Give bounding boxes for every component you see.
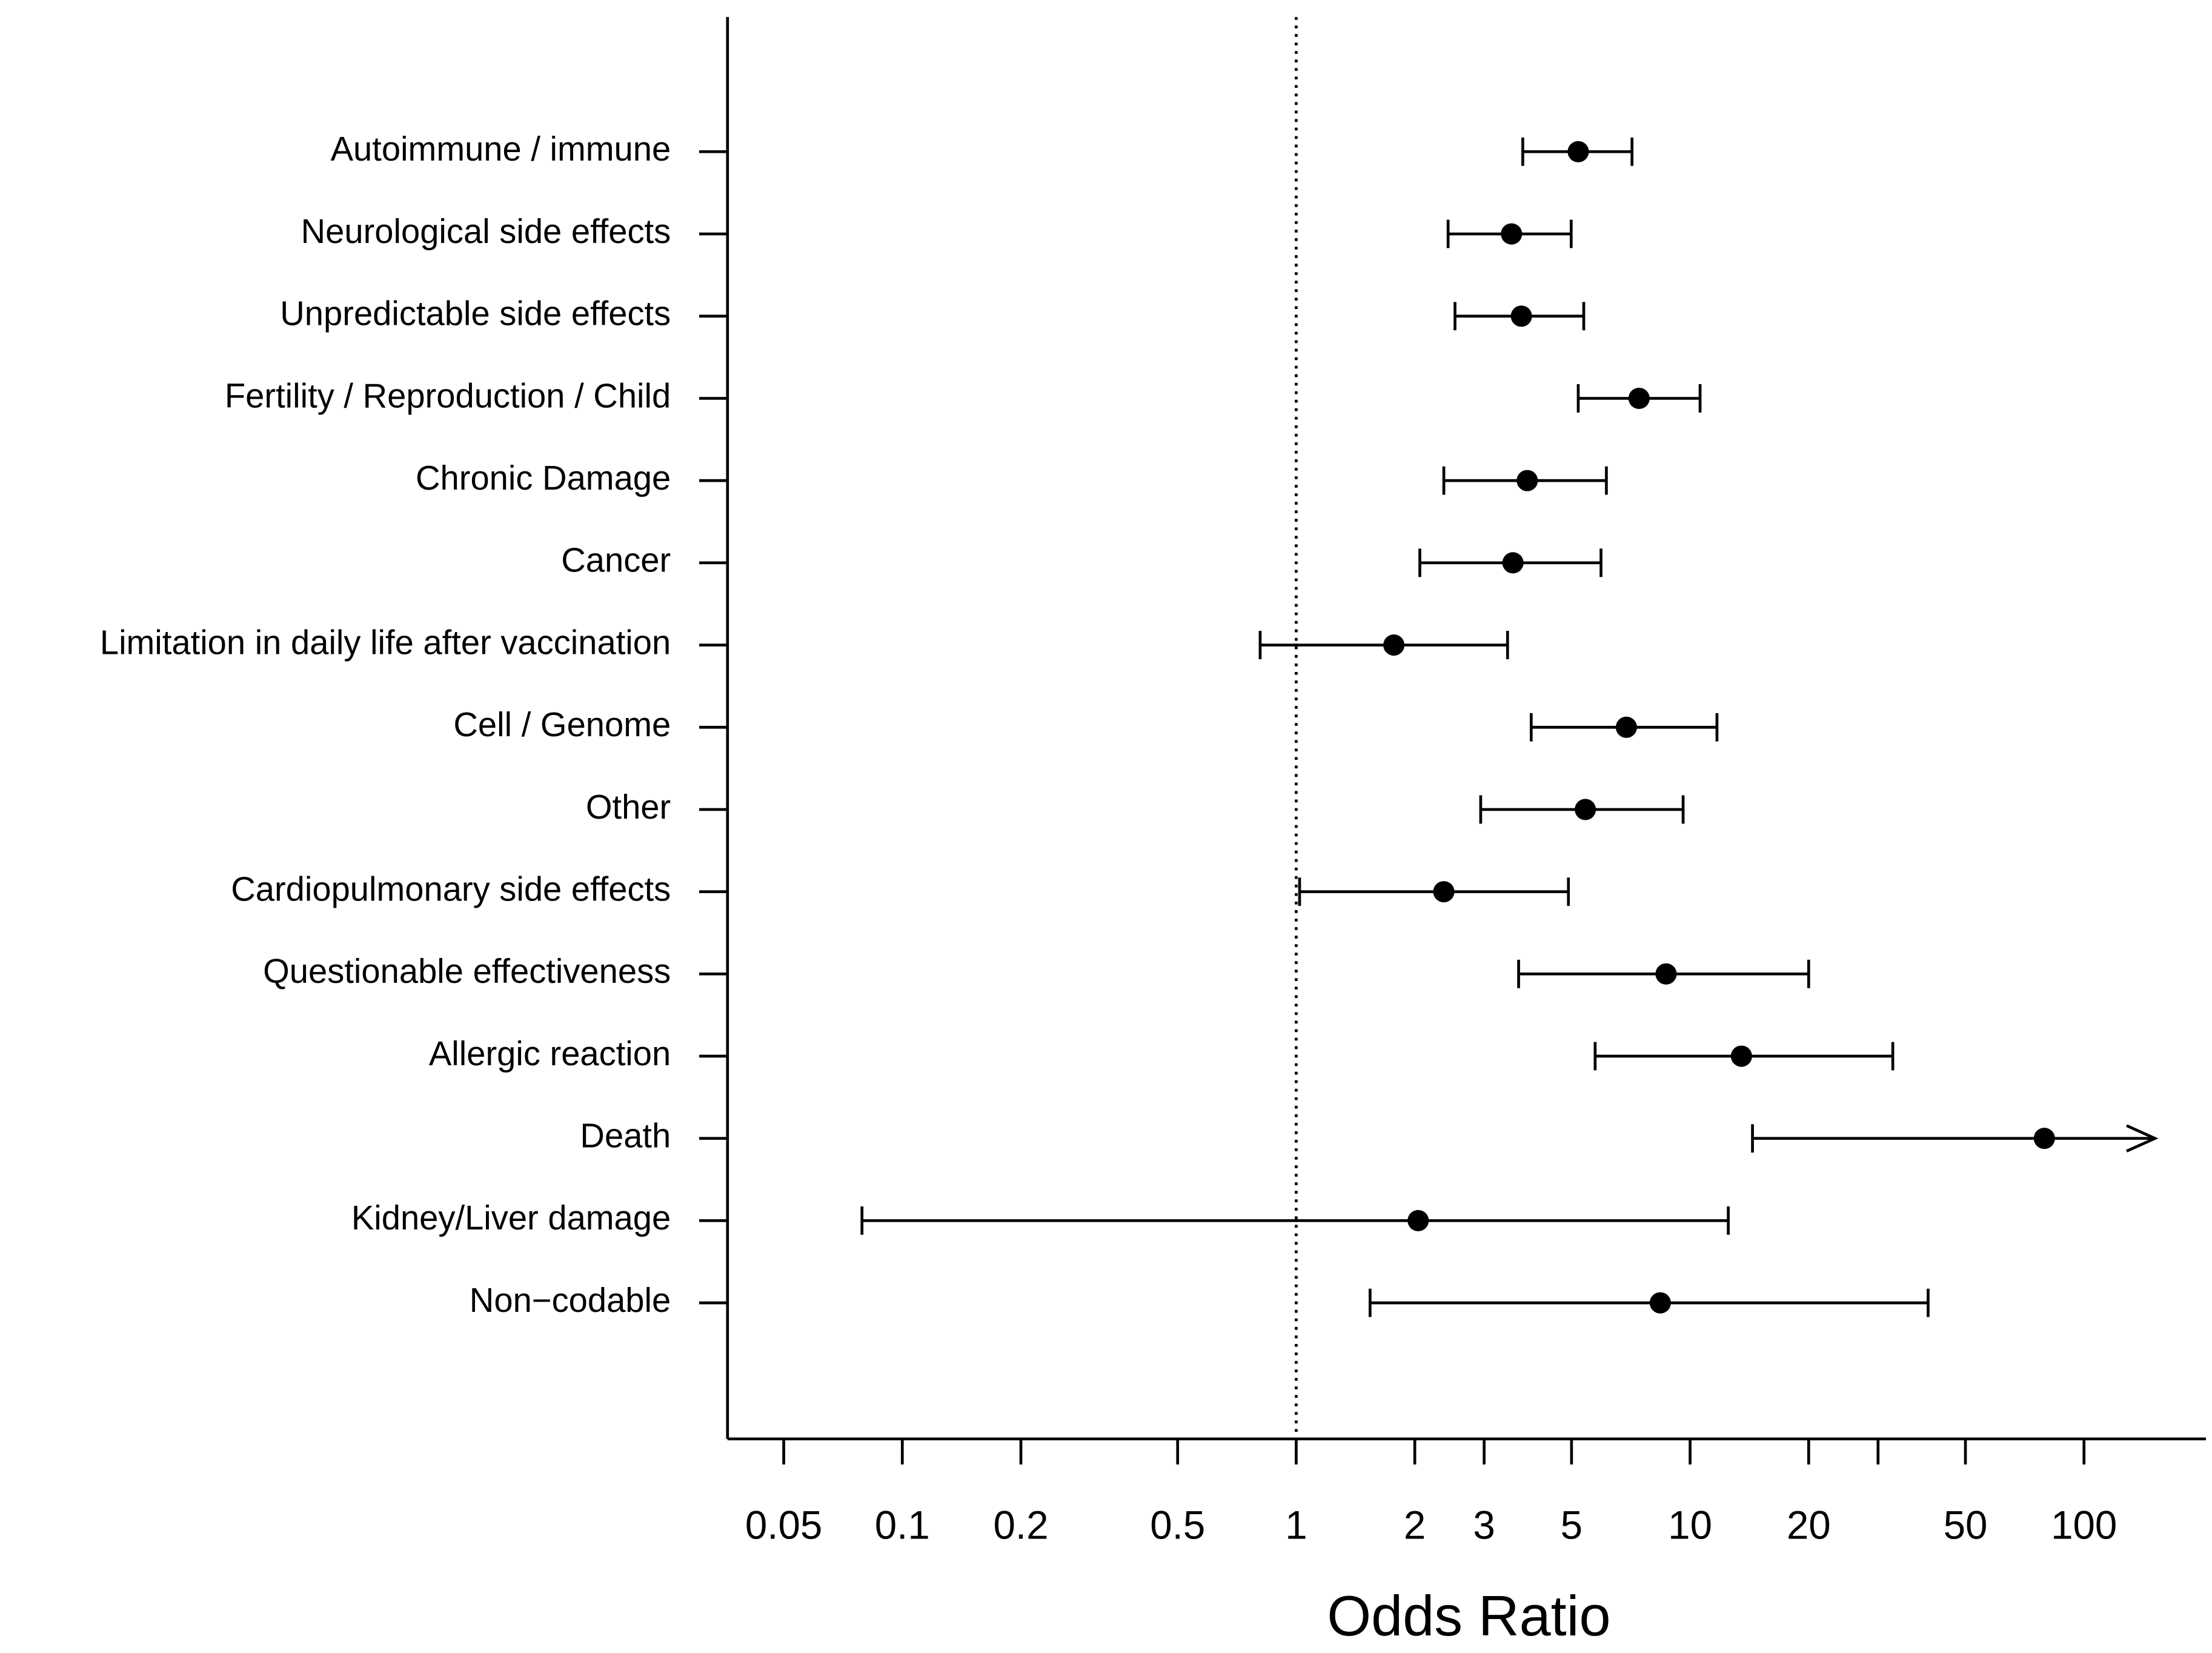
y-tick-label: Other <box>586 788 671 826</box>
point-estimate <box>1502 552 1524 574</box>
point-estimate <box>1567 141 1589 162</box>
x-tick-label: 0.2 <box>993 1503 1048 1547</box>
point-estimate <box>1615 716 1637 738</box>
x-tick-label: 0.1 <box>875 1503 930 1547</box>
point-estimate <box>1433 881 1455 903</box>
point-estimate <box>1501 223 1523 245</box>
x-tick-label: 5 <box>1561 1503 1583 1547</box>
y-tick-label: Fertility / Reproduction / Child <box>225 376 671 414</box>
y-tick-label: Cell / Genome <box>453 705 671 743</box>
point-estimate <box>1383 634 1405 656</box>
y-tick-label: Chronic Damage <box>416 459 671 497</box>
x-tick-label: 1 <box>1285 1503 1307 1547</box>
y-tick-label: Death <box>580 1117 671 1155</box>
point-estimate <box>2033 1128 2055 1149</box>
y-tick-label: Questionable effectiveness <box>263 952 671 990</box>
point-estimate <box>1649 1292 1671 1314</box>
point-estimate <box>1407 1209 1429 1231</box>
y-tick-label: Non−codable <box>470 1281 671 1319</box>
point-estimate <box>1510 305 1532 327</box>
x-tick-label: 20 <box>1787 1503 1831 1547</box>
x-tick-label: 10 <box>1668 1503 1712 1547</box>
y-tick-label: Cardiopulmonary side effects <box>231 870 671 908</box>
point-estimate <box>1575 799 1596 820</box>
x-tick-label: 3 <box>1473 1503 1495 1547</box>
y-tick-label: Neurological side effects <box>301 212 671 250</box>
point-estimate <box>1628 387 1650 409</box>
x-tick-label: 0.5 <box>1150 1503 1205 1547</box>
y-tick-label: Unpredictable side effects <box>280 294 671 333</box>
y-tick-label: Limitation in daily life after vaccinati… <box>100 623 671 661</box>
point-estimate <box>1730 1045 1752 1067</box>
x-tick-label: 0.05 <box>745 1503 822 1547</box>
x-tick-label: 50 <box>1944 1503 1988 1547</box>
y-tick-label: Autoimmune / immune <box>331 130 671 168</box>
y-tick-label: Kidney/Liver damage <box>351 1199 671 1237</box>
x-axis-title: Odds Ratio <box>1327 1584 1610 1648</box>
x-tick-label: 2 <box>1404 1503 1426 1547</box>
x-tick-label: 100 <box>2051 1503 2117 1547</box>
ci-arrow <box>2126 1124 2159 1152</box>
point-estimate <box>1655 963 1677 985</box>
point-estimate <box>1516 470 1538 491</box>
y-tick-label: Cancer <box>561 541 671 579</box>
y-tick-label: Allergic reaction <box>429 1034 671 1073</box>
